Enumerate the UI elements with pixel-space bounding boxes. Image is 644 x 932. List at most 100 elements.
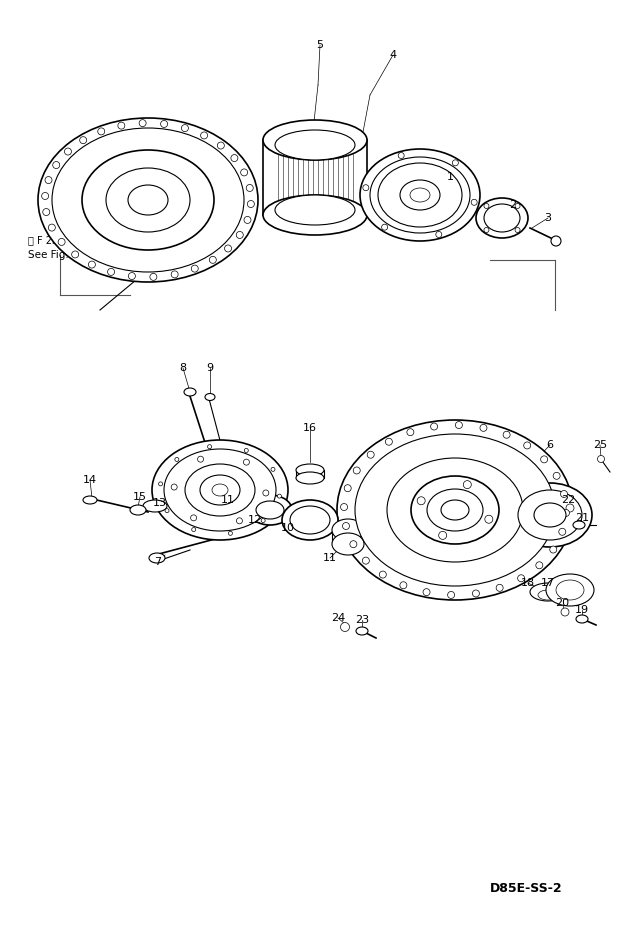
Ellipse shape <box>296 472 324 484</box>
Circle shape <box>217 142 224 149</box>
Ellipse shape <box>370 157 470 233</box>
Circle shape <box>363 185 369 191</box>
Circle shape <box>244 216 251 224</box>
Circle shape <box>207 445 212 448</box>
Circle shape <box>165 509 169 513</box>
Ellipse shape <box>152 440 288 540</box>
Ellipse shape <box>573 521 585 529</box>
Text: 6: 6 <box>547 440 553 450</box>
Circle shape <box>241 169 248 176</box>
Ellipse shape <box>508 483 592 547</box>
Ellipse shape <box>427 489 483 531</box>
Circle shape <box>246 185 253 191</box>
Circle shape <box>71 251 79 258</box>
Ellipse shape <box>538 590 558 600</box>
Text: 17: 17 <box>541 578 555 588</box>
Circle shape <box>171 484 177 490</box>
Circle shape <box>496 584 503 591</box>
Circle shape <box>128 272 135 280</box>
Circle shape <box>209 256 216 264</box>
Text: 14: 14 <box>83 475 97 485</box>
Ellipse shape <box>476 198 528 238</box>
Text: 21: 21 <box>575 513 589 523</box>
Ellipse shape <box>356 627 368 635</box>
Ellipse shape <box>337 420 573 600</box>
Circle shape <box>243 459 249 465</box>
Circle shape <box>485 515 493 523</box>
Circle shape <box>463 481 471 488</box>
Ellipse shape <box>484 204 520 232</box>
Circle shape <box>231 155 238 161</box>
Circle shape <box>471 199 477 205</box>
Text: 1: 1 <box>446 172 453 182</box>
Circle shape <box>88 261 95 268</box>
Circle shape <box>553 473 560 479</box>
Ellipse shape <box>212 484 228 496</box>
Circle shape <box>598 456 605 462</box>
Circle shape <box>550 546 557 553</box>
Circle shape <box>484 203 489 209</box>
Circle shape <box>64 148 71 155</box>
Circle shape <box>171 271 178 278</box>
Ellipse shape <box>234 488 262 508</box>
Circle shape <box>58 239 65 245</box>
Circle shape <box>48 224 55 231</box>
Circle shape <box>341 503 348 511</box>
Text: 11: 11 <box>221 495 235 505</box>
Circle shape <box>560 490 567 498</box>
Ellipse shape <box>106 168 190 232</box>
Circle shape <box>244 448 249 452</box>
Circle shape <box>354 467 360 474</box>
Circle shape <box>559 528 566 535</box>
Text: 2: 2 <box>509 200 516 210</box>
Circle shape <box>344 485 351 492</box>
Circle shape <box>473 590 479 597</box>
Circle shape <box>98 128 105 135</box>
Circle shape <box>191 265 198 272</box>
Text: 4: 4 <box>390 50 397 60</box>
Circle shape <box>175 458 179 461</box>
Circle shape <box>343 523 350 529</box>
Circle shape <box>278 494 281 498</box>
Circle shape <box>398 153 404 158</box>
Ellipse shape <box>149 553 165 563</box>
Circle shape <box>191 514 196 521</box>
Ellipse shape <box>441 500 469 520</box>
Ellipse shape <box>275 130 355 160</box>
Ellipse shape <box>248 495 292 525</box>
Ellipse shape <box>38 118 258 282</box>
Circle shape <box>43 209 50 215</box>
Circle shape <box>53 161 60 169</box>
Ellipse shape <box>296 464 324 476</box>
Circle shape <box>350 541 357 548</box>
Text: 19: 19 <box>575 605 589 615</box>
Ellipse shape <box>556 580 584 600</box>
Circle shape <box>551 236 561 246</box>
Ellipse shape <box>263 195 367 235</box>
Circle shape <box>541 456 547 463</box>
Ellipse shape <box>576 615 588 623</box>
Text: 3: 3 <box>544 213 551 223</box>
Ellipse shape <box>256 501 284 519</box>
Circle shape <box>236 231 243 239</box>
Circle shape <box>160 120 167 128</box>
Ellipse shape <box>411 476 499 544</box>
Circle shape <box>379 571 386 578</box>
Circle shape <box>382 225 388 230</box>
Circle shape <box>515 203 520 209</box>
Circle shape <box>341 623 350 632</box>
Text: 11: 11 <box>323 553 337 563</box>
Circle shape <box>263 490 269 496</box>
Ellipse shape <box>52 128 244 272</box>
Circle shape <box>139 119 146 127</box>
Ellipse shape <box>360 149 480 241</box>
Circle shape <box>436 231 442 238</box>
Circle shape <box>236 518 242 524</box>
Ellipse shape <box>205 393 215 401</box>
Circle shape <box>225 245 232 252</box>
Circle shape <box>524 442 531 449</box>
Ellipse shape <box>234 502 262 522</box>
Text: 25: 25 <box>593 440 607 450</box>
Ellipse shape <box>530 583 566 601</box>
Text: 16: 16 <box>303 423 317 433</box>
